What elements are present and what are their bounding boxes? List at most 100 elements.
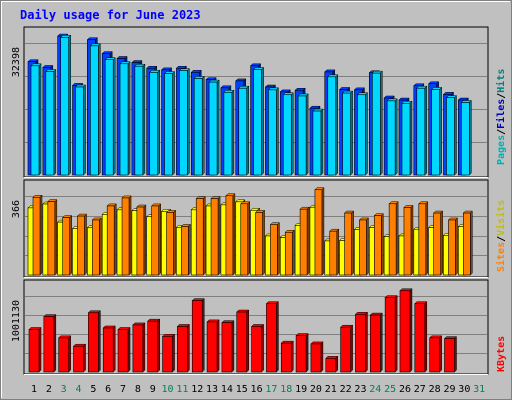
bar-files-day-10-side: [172, 70, 175, 176]
bar-sites-day-12: [195, 195, 206, 276]
bar-sites-day-15: [240, 201, 251, 276]
panel-bottom-ytick-label: 1001130: [11, 300, 22, 342]
bar-sites-day-19-face: [299, 208, 308, 276]
bar-kbytes-day-6-side: [112, 325, 116, 373]
bar-sites-day-22: [344, 210, 355, 276]
x-tick-label-day-20: 20: [310, 384, 322, 395]
bar-files-day-5-face: [90, 45, 99, 176]
bar-files-day-8-side: [142, 63, 146, 176]
bar-files-day-3: [60, 34, 72, 176]
bar-sites-day-17-face: [270, 224, 278, 276]
bar-sites-day-23-face: [359, 219, 367, 276]
bar-files-day-6-face: [104, 59, 114, 176]
bar-kbytes-day-20-face: [310, 343, 322, 373]
bar-files-day-22: [342, 90, 354, 176]
bar-sites-day-3: [62, 214, 73, 276]
bar-files-day-4-face: [75, 86, 84, 176]
bar-files-day-2-face: [45, 71, 55, 176]
bar-sites-day-6-side: [113, 203, 117, 276]
x-tick-label-day-10: 10: [162, 384, 174, 395]
bar-kbytes-day-7: [117, 326, 131, 373]
bar-files-day-16: [252, 66, 265, 176]
bar-kbytes-day-10: [161, 333, 176, 373]
bar-sites-day-11-face: [181, 226, 189, 276]
legend-middle: Sites/Visits: [495, 200, 507, 272]
bar-files-day-18-face: [282, 94, 292, 176]
bar-sites-day-25: [388, 201, 399, 276]
bar-sites-day-21-face: [329, 230, 338, 276]
bar-sites-day-10: [165, 209, 177, 276]
panel-top-bars: [27, 33, 472, 176]
bar-sites-day-5-side: [99, 217, 102, 276]
bar-files-day-18: [282, 92, 294, 176]
bar-kbytes-day-19-face: [295, 335, 307, 373]
bar-files-day-27: [416, 85, 428, 176]
bar-kbytes-day-23-face: [355, 314, 366, 373]
bar-files-day-6-side: [112, 57, 116, 176]
bar-sites-day-7-face: [121, 197, 130, 276]
x-tick-label-day-16: 16: [251, 384, 263, 395]
bar-kbytes-day-11: [176, 323, 190, 373]
x-tick-label-day-24: 24: [369, 384, 381, 395]
bar-files-day-12-side: [201, 75, 205, 176]
bar-kbytes-day-24-face: [369, 314, 381, 373]
bar-kbytes-day-12-side: [201, 298, 205, 373]
bar-kbytes-day-14: [221, 320, 235, 373]
bar-sites-day-10-side: [173, 209, 176, 276]
bar-files-day-5: [89, 43, 101, 176]
bar-files-day-23-face: [357, 94, 366, 176]
bar-kbytes-day-9-face: [147, 320, 159, 373]
bar-kbytes-day-15-side: [246, 309, 249, 373]
bar-sites-day-9: [151, 203, 162, 276]
bar-sites-day-6: [106, 203, 117, 276]
bar-kbytes-day-25-face: [384, 297, 396, 373]
x-tick-label-day-3: 3: [61, 384, 67, 395]
legend-middle-separator-1: /: [496, 236, 507, 242]
bar-sites-day-21: [329, 228, 340, 276]
bar-sites-day-12-face: [195, 198, 204, 276]
x-tick-label-day-25: 25: [384, 384, 396, 395]
bar-kbytes-day-3: [58, 335, 72, 373]
bar-files-day-20-face: [312, 110, 322, 176]
bar-kbytes-day-25: [384, 295, 398, 373]
bar-kbytes-day-11-face: [177, 326, 188, 373]
bar-kbytes-day-8-side: [142, 322, 146, 373]
bar-files-day-11-face: [179, 70, 188, 176]
x-tick-label-day-22: 22: [340, 384, 352, 395]
bar-sites-day-15-side: [247, 201, 250, 276]
bar-sites-day-28: [433, 210, 444, 276]
bar-sites-day-3-side: [69, 214, 72, 276]
panel-top: 32398: [11, 26, 489, 178]
bar-kbytes-day-22-face: [340, 326, 351, 373]
bar-kbytes-day-16-side: [261, 323, 264, 373]
legend-top-separator-1: /: [496, 129, 507, 135]
bar-files-day-27-face: [416, 87, 426, 176]
bar-kbytes-day-15-face: [236, 311, 248, 373]
x-tick-label-day-26: 26: [399, 384, 411, 395]
bar-sites-day-14-side: [232, 193, 236, 276]
bar-kbytes-day-28: [429, 335, 443, 373]
bar-files-day-5-side: [98, 43, 101, 176]
bar-kbytes-day-13-side: [216, 319, 220, 373]
bar-files-day-13: [208, 79, 220, 176]
bar-files-day-14: [223, 89, 235, 176]
bar-files-day-23: [356, 92, 369, 176]
panel-bottom: 1001130: [11, 279, 489, 375]
bar-kbytes-day-5-side: [98, 310, 101, 373]
legend-top-separator-2: /: [496, 93, 507, 99]
bar-sites-day-5: [91, 217, 102, 276]
bar-kbytes-day-5-face: [88, 312, 99, 373]
bar-files-day-16-face: [253, 69, 262, 176]
bar-files-day-2: [45, 68, 57, 176]
bar-kbytes-day-27-face: [414, 303, 426, 373]
bar-kbytes-day-9: [147, 318, 161, 373]
bar-kbytes-day-18: [280, 340, 294, 373]
bar-files-day-26: [401, 100, 413, 176]
panel-top-ytick-label: 32398: [11, 47, 22, 77]
x-tick-label-day-27: 27: [414, 384, 426, 395]
x-tick-label-day-9: 9: [150, 384, 156, 395]
bar-kbytes-day-9-side: [157, 318, 160, 373]
bar-sites-day-10-face: [166, 212, 174, 276]
bar-files-day-22-face: [342, 92, 351, 176]
